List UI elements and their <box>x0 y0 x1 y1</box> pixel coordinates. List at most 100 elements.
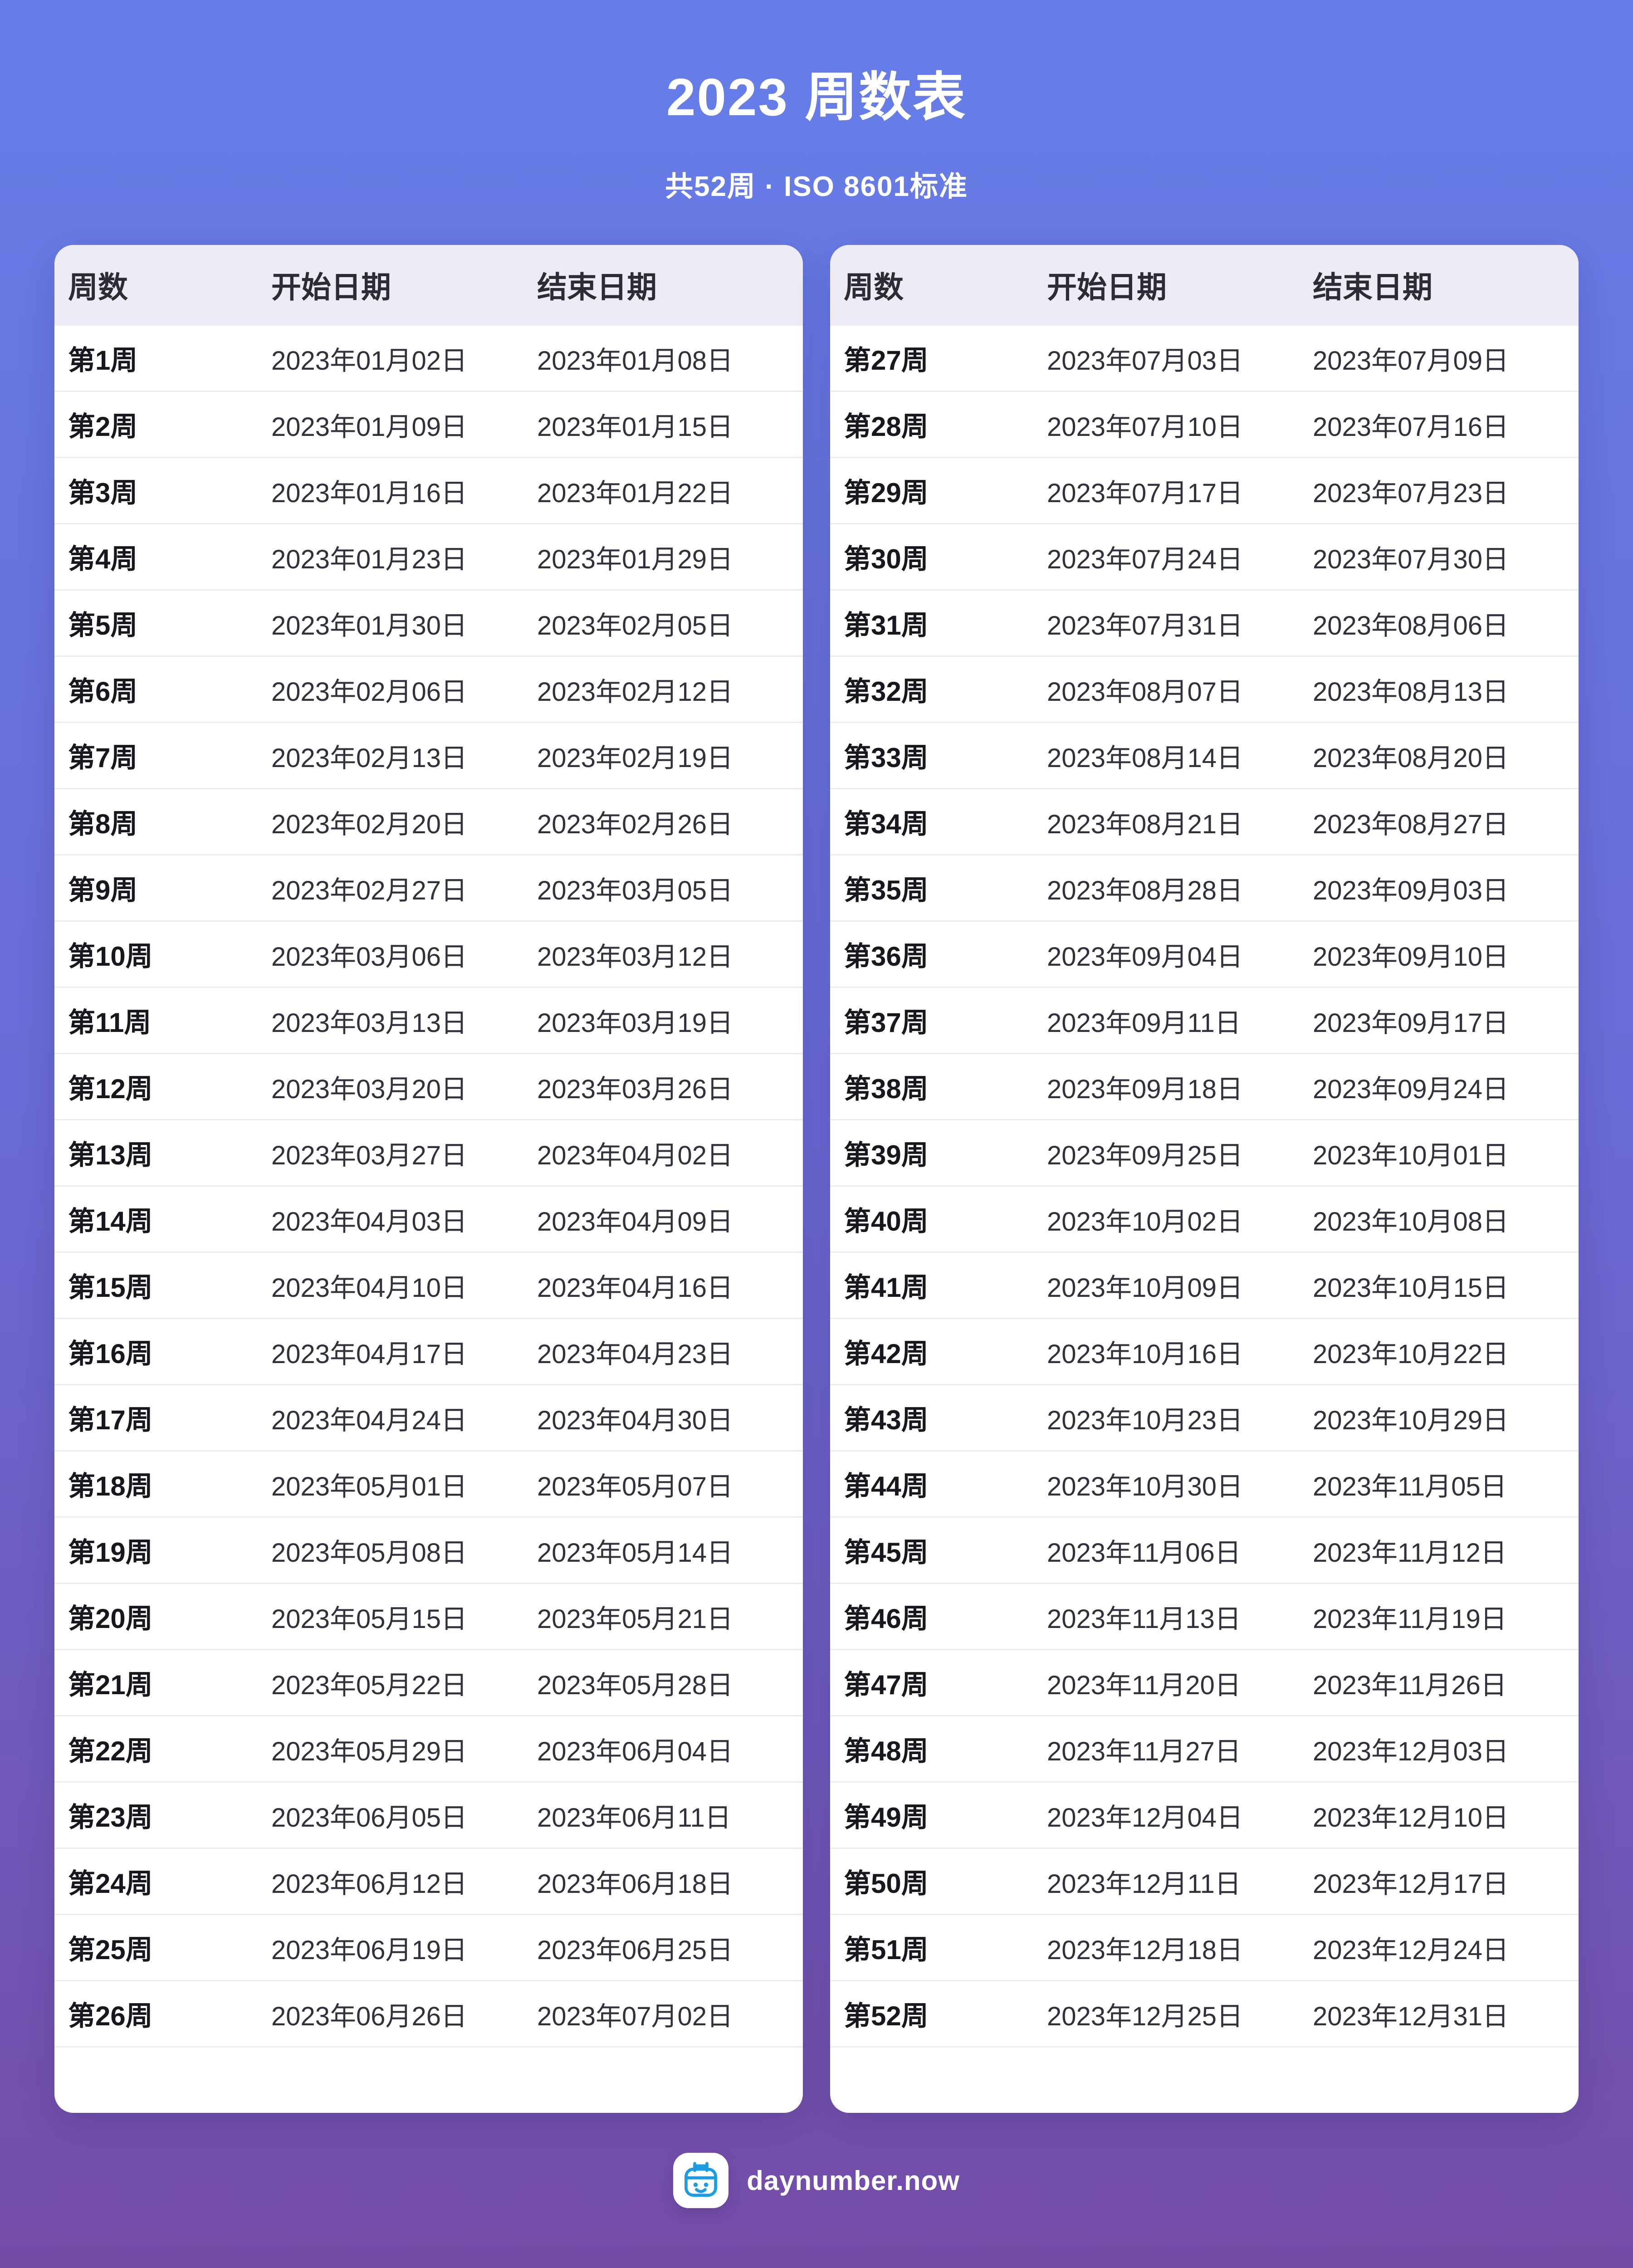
end-date-cell: 2023年08月27日 <box>1313 788 1579 855</box>
week-cell: 第19周 <box>54 1516 271 1584</box>
start-date-cell: 2023年05月15日 <box>271 1583 537 1650</box>
week-cell: 第29周 <box>830 457 1047 524</box>
end-date-cell: 2023年08月06日 <box>1313 589 1579 656</box>
week-table-card-2: 周数 开始日期 结束日期 第27周 2023年07月03日 2023年07月09… <box>830 245 1579 2113</box>
start-date-cell: 2023年11月06日 <box>1047 1516 1313 1584</box>
table-row: 第46周 2023年11月13日 2023年11月19日 <box>830 1583 1579 1650</box>
table-row: 第20周 2023年05月15日 2023年05月21日 <box>54 1583 803 1650</box>
end-date-cell: 2023年11月05日 <box>1313 1450 1579 1517</box>
week-cell: 第51周 <box>830 1914 1047 1981</box>
week-table-card-1: 周数 开始日期 结束日期 第1周 2023年01月02日 2023年01月08日… <box>54 245 803 2113</box>
table-row: 第49周 2023年12月04日 2023年12月10日 <box>830 1781 1579 1848</box>
week-cell: 第23周 <box>54 1781 271 1848</box>
table-row: 第23周 2023年06月05日 2023年06月11日 <box>54 1781 803 1848</box>
start-date-cell: 2023年01月30日 <box>271 589 537 656</box>
start-date-cell: 2023年02月27日 <box>271 854 537 921</box>
week-cell: 第11周 <box>54 987 271 1054</box>
end-date-cell: 2023年09月03日 <box>1313 854 1579 921</box>
end-date-cell: 2023年10月01日 <box>1313 1119 1579 1186</box>
week-cell: 第37周 <box>830 987 1047 1054</box>
start-date-cell: 2023年08月28日 <box>1047 854 1313 921</box>
week-cell: 第52周 <box>830 1980 1047 2048</box>
start-date-cell: 2023年05月01日 <box>271 1450 537 1517</box>
start-date-cell: 2023年11月13日 <box>1047 1583 1313 1650</box>
start-date-cell: 2023年09月11日 <box>1047 987 1313 1054</box>
end-date-cell: 2023年12月24日 <box>1313 1914 1579 1981</box>
end-date-cell: 2023年05月07日 <box>537 1450 803 1517</box>
week-cell: 第50周 <box>830 1848 1047 1915</box>
end-date-cell: 2023年12月17日 <box>1313 1848 1579 1915</box>
week-cell: 第17周 <box>54 1384 271 1451</box>
start-date-cell: 2023年03月06日 <box>271 920 537 987</box>
end-date-cell: 2023年03月12日 <box>537 920 803 987</box>
page-title: 2023 周数表 <box>666 68 967 127</box>
table-row: 第4周 2023年01月23日 2023年01月29日 <box>54 523 803 590</box>
table-row: 第25周 2023年06月19日 2023年06月25日 <box>54 1914 803 1981</box>
start-date-cell: 2023年06月19日 <box>271 1914 537 1981</box>
week-cell: 第22周 <box>54 1715 271 1782</box>
week-cell: 第5周 <box>54 589 271 656</box>
week-cell: 第21周 <box>54 1649 271 1716</box>
start-date-cell: 2023年04月03日 <box>271 1185 537 1252</box>
column-header-week: 周数 <box>830 245 1047 325</box>
week-cell: 第44周 <box>830 1450 1047 1517</box>
end-date-cell: 2023年12月10日 <box>1313 1781 1579 1848</box>
table-row: 第24周 2023年06月12日 2023年06月18日 <box>54 1848 803 1915</box>
column-header-end: 结束日期 <box>537 245 803 325</box>
start-date-cell: 2023年02月13日 <box>271 722 537 789</box>
end-date-cell: 2023年02月19日 <box>537 722 803 789</box>
start-date-cell: 2023年02月06日 <box>271 655 537 723</box>
table-row: 第52周 2023年12月25日 2023年12月31日 <box>830 1980 1579 2048</box>
table-row: 第14周 2023年04月03日 2023年04月09日 <box>54 1185 803 1252</box>
start-date-cell: 2023年03月13日 <box>271 987 537 1054</box>
start-date-cell: 2023年07月03日 <box>1047 324 1313 391</box>
end-date-cell: 2023年03月05日 <box>537 854 803 921</box>
start-date-cell: 2023年04月24日 <box>271 1384 537 1451</box>
week-cell: 第1周 <box>54 324 271 391</box>
start-date-cell: 2023年01月23日 <box>271 523 537 590</box>
week-cell: 第24周 <box>54 1848 271 1915</box>
week-cell: 第18周 <box>54 1450 271 1517</box>
table-row: 第36周 2023年09月04日 2023年09月10日 <box>830 920 1579 987</box>
table-row: 第30周 2023年07月24日 2023年07月30日 <box>830 523 1579 590</box>
week-cell: 第39周 <box>830 1119 1047 1186</box>
brand-name: daynumber.now <box>747 2165 960 2196</box>
start-date-cell: 2023年06月05日 <box>271 1781 537 1848</box>
start-date-cell: 2023年12月11日 <box>1047 1848 1313 1915</box>
table-row: 第9周 2023年02月27日 2023年03月05日 <box>54 854 803 921</box>
end-date-cell: 2023年11月19日 <box>1313 1583 1579 1650</box>
week-cell: 第35周 <box>830 854 1047 921</box>
end-date-cell: 2023年10月08日 <box>1313 1185 1579 1252</box>
end-date-cell: 2023年09月24日 <box>1313 1053 1579 1120</box>
week-cell: 第43周 <box>830 1384 1047 1451</box>
week-cell: 第12周 <box>54 1053 271 1120</box>
week-cell: 第4周 <box>54 523 271 590</box>
start-date-cell: 2023年06月26日 <box>271 1980 537 2048</box>
start-date-cell: 2023年07月10日 <box>1047 391 1313 458</box>
start-date-cell: 2023年05月29日 <box>271 1715 537 1782</box>
start-date-cell: 2023年04月10日 <box>271 1251 537 1319</box>
start-date-cell: 2023年11月20日 <box>1047 1649 1313 1716</box>
end-date-cell: 2023年10月29日 <box>1313 1384 1579 1451</box>
week-cell: 第34周 <box>830 788 1047 855</box>
end-date-cell: 2023年04月23日 <box>537 1318 803 1385</box>
table-header-row: 周数 开始日期 结束日期 <box>830 245 1579 325</box>
start-date-cell: 2023年07月17日 <box>1047 457 1313 524</box>
week-cell: 第8周 <box>54 788 271 855</box>
end-date-cell: 2023年07月09日 <box>1313 324 1579 391</box>
end-date-cell: 2023年06月25日 <box>537 1914 803 1981</box>
table-row: 第51周 2023年12月18日 2023年12月24日 <box>830 1914 1579 1981</box>
week-cell: 第31周 <box>830 589 1047 656</box>
table-row: 第18周 2023年05月01日 2023年05月07日 <box>54 1450 803 1517</box>
start-date-cell: 2023年03月27日 <box>271 1119 537 1186</box>
footer-brand: daynumber.now <box>0 2153 1633 2209</box>
week-cell: 第28周 <box>830 391 1047 458</box>
end-date-cell: 2023年04月02日 <box>537 1119 803 1186</box>
week-cell: 第38周 <box>830 1053 1047 1120</box>
calendar-smiley-glyph <box>684 2162 718 2197</box>
table-row: 第8周 2023年02月20日 2023年02月26日 <box>54 788 803 855</box>
end-date-cell: 2023年09月17日 <box>1313 987 1579 1054</box>
end-date-cell: 2023年11月12日 <box>1313 1516 1579 1584</box>
end-date-cell: 2023年03月26日 <box>537 1053 803 1120</box>
